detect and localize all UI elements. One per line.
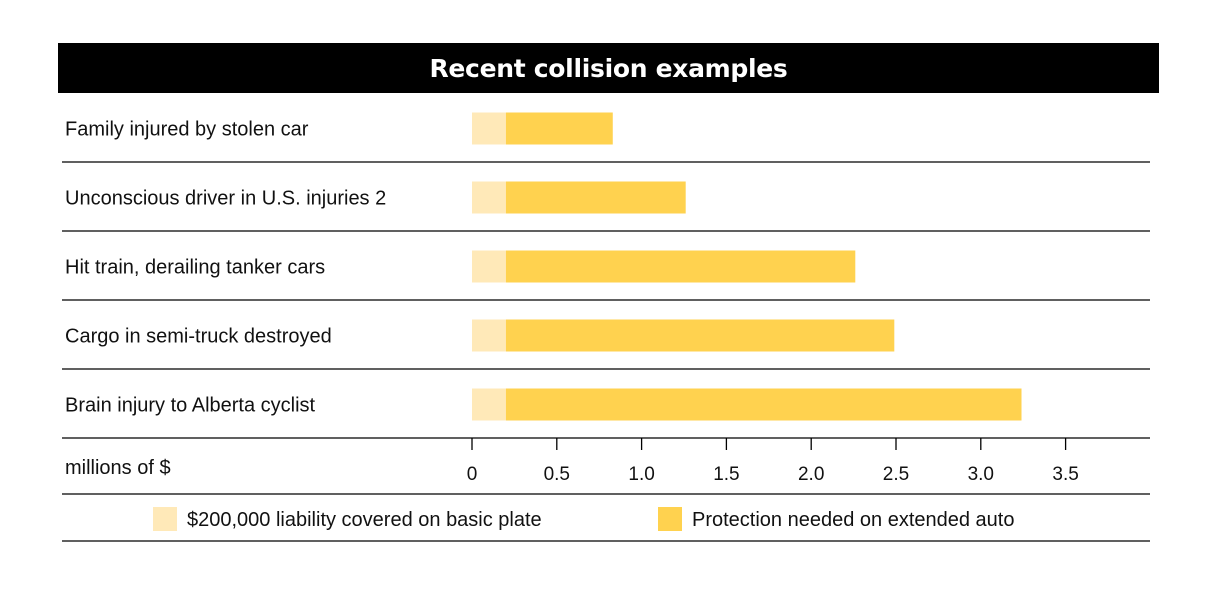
legend-label: Protection needed on extended auto (692, 509, 1014, 531)
category-label: Unconscious driver in U.S. injuries 2 (65, 188, 386, 210)
x-tick-label: 0 (467, 464, 478, 485)
category-label: Hit train, derailing tanker cars (65, 257, 325, 279)
bar-basic-coverage (472, 319, 506, 352)
legend-swatch (658, 507, 682, 531)
bar-basic-coverage (472, 112, 506, 145)
x-tick-label: 3.5 (1052, 464, 1078, 485)
bar-extended-protection (505, 112, 613, 145)
chart-title: Recent collision examples (58, 43, 1159, 93)
x-tick-label: 2.0 (798, 464, 824, 485)
bar-basic-coverage (472, 181, 506, 214)
legend-label: $200,000 liability covered on basic plat… (187, 509, 542, 531)
x-tick-label: 1.5 (713, 464, 739, 485)
category-label: Family injured by stolen car (65, 119, 309, 141)
x-axis-label: millions of $ (65, 457, 171, 479)
x-tick-label: 1.0 (628, 464, 654, 485)
bar-extended-protection (505, 388, 1022, 421)
bar-extended-protection (505, 181, 686, 214)
bar-basic-coverage (472, 250, 506, 283)
bar-extended-protection (505, 250, 856, 283)
x-tick-label: 3.0 (968, 464, 994, 485)
x-tick-label: 2.5 (883, 464, 909, 485)
bar-basic-coverage (472, 388, 506, 421)
category-label: Brain injury to Alberta cyclist (65, 395, 316, 417)
legend-swatch (153, 507, 177, 531)
x-tick-label: 0.5 (544, 464, 570, 485)
bar-extended-protection (505, 319, 895, 352)
category-label: Cargo in semi-truck destroyed (65, 326, 332, 348)
